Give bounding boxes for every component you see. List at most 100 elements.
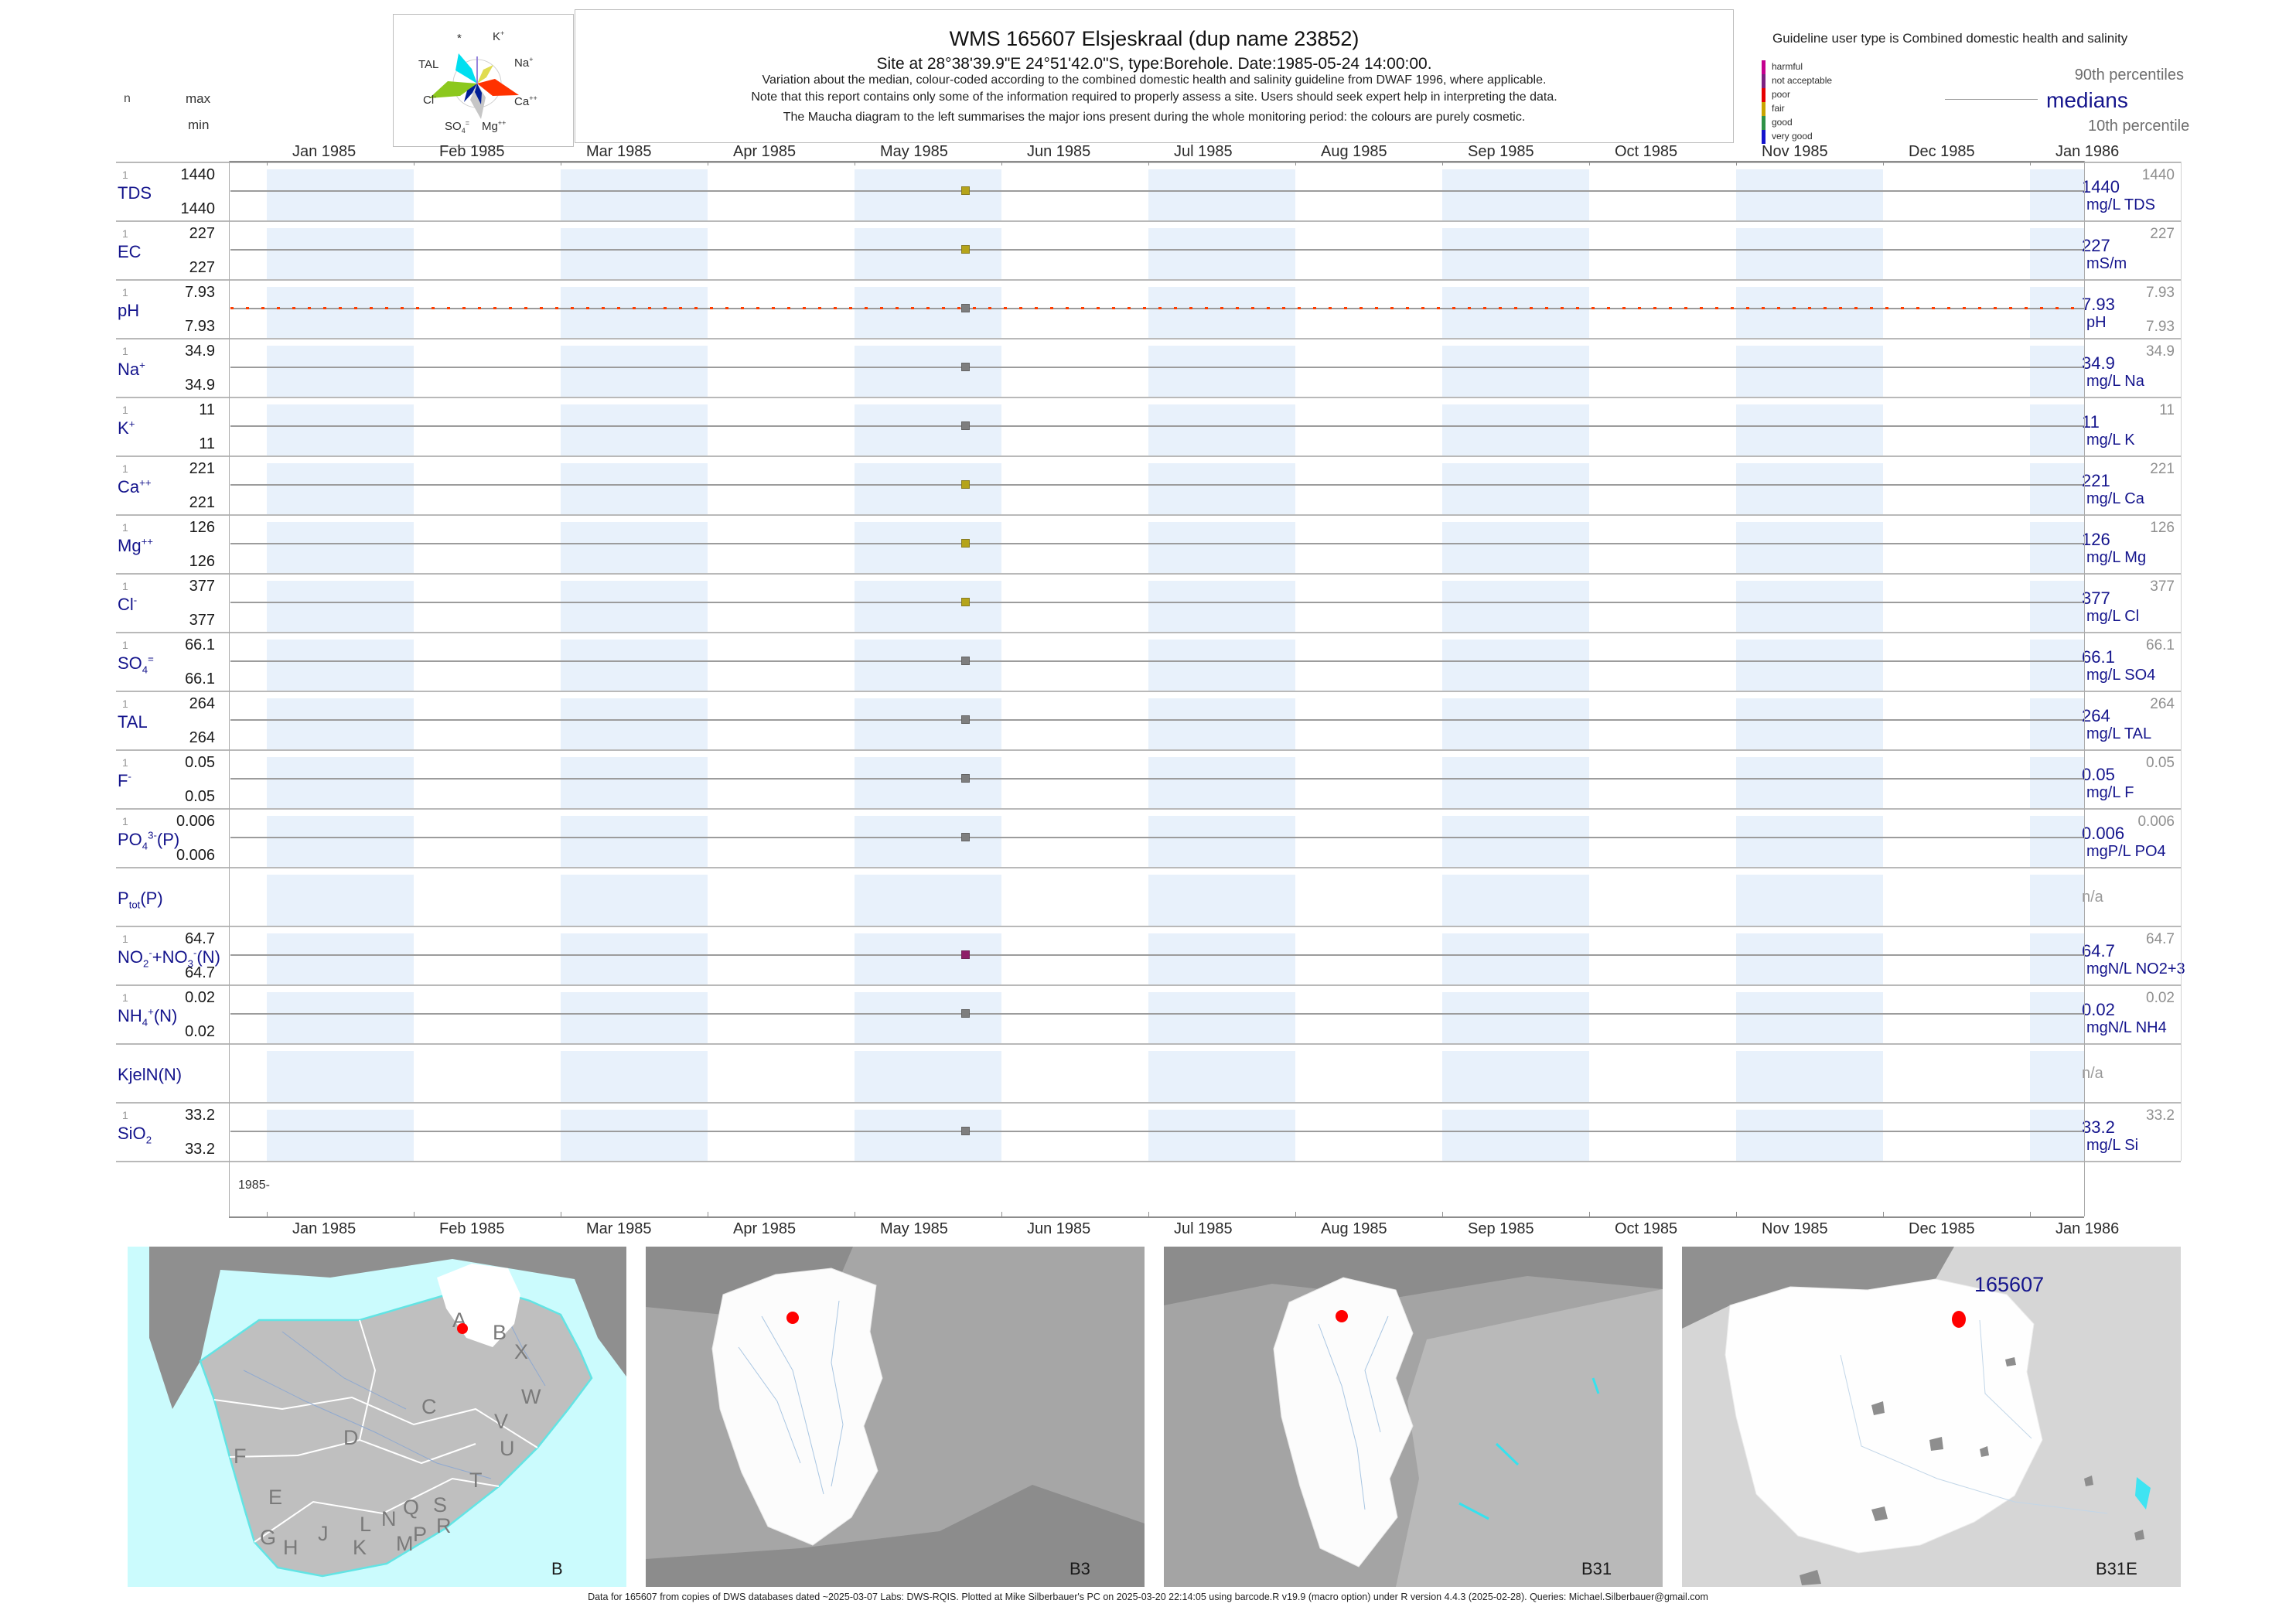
row-ec-unit: mS/m [2086, 255, 2127, 272]
month-band [1736, 875, 1883, 926]
row-separator [116, 220, 2181, 222]
month-band [561, 346, 708, 397]
row-so4-max: 66.1 [185, 636, 215, 653]
month-band [561, 992, 708, 1043]
row-nh4n-max: 0.02 [185, 989, 215, 1006]
row-cl-n: 1 [122, 580, 128, 592]
guideline-swatch-not-acceptable [1762, 74, 1765, 88]
month-tick-top [267, 161, 268, 165]
month-band [1148, 169, 1295, 220]
month-band [1148, 1051, 1295, 1102]
row-po43p-label: PO43-(P) [118, 829, 180, 852]
region-letter-D: D [343, 1426, 359, 1449]
region-letter-S: S [433, 1493, 447, 1517]
row-ca-max: 221 [189, 460, 215, 477]
month-tick-top [1295, 161, 1296, 165]
region-letter-T: T [469, 1469, 483, 1492]
title-box: WMS 165607 Elsjeskraal (dup name 23852) … [575, 9, 1734, 143]
row-cl-median-line [230, 602, 2084, 603]
month-band [1148, 992, 1295, 1043]
region-letter-P: P [413, 1523, 427, 1546]
month-band [561, 1110, 708, 1161]
row-so4-unit: mg/L SO4 [2086, 667, 2156, 684]
maucha-wedge-ca [477, 79, 519, 96]
row-po43p-p90: 0.006 [2137, 814, 2175, 830]
row-no2no3n-max: 64.7 [185, 930, 215, 947]
month-band [1442, 522, 1589, 573]
month-band [1736, 169, 1883, 220]
month-tick-top [2030, 161, 2031, 165]
month-band [1736, 463, 1883, 514]
row-cl-max: 377 [189, 578, 215, 595]
row-na-p90: 34.9 [2146, 343, 2175, 360]
row-separator [116, 749, 2181, 751]
row-ec-median-line [230, 249, 2084, 251]
row-separator [116, 867, 2181, 868]
month-band [1736, 228, 1883, 279]
region-letter-C: C [421, 1395, 437, 1418]
month-band [561, 287, 708, 338]
guideline-label-very-good: very good [1772, 131, 1813, 142]
row-ca-median-value: 221 [2082, 471, 2110, 490]
month-label-top: Dec 1985 [1909, 143, 1975, 160]
month-band [561, 875, 708, 926]
row-ph-label: pH [118, 301, 140, 320]
month-band [561, 169, 708, 220]
month-band [267, 698, 414, 749]
row-sio2-min: 33.2 [185, 1141, 215, 1158]
month-label-bottom: Apr 1985 [733, 1220, 797, 1237]
row-k-data-point [961, 421, 970, 430]
region-letter-J: J [318, 1522, 329, 1545]
month-band [855, 228, 1001, 279]
row-no2no3n-unit: mgN/L NO2+3 [2086, 960, 2185, 977]
row-no2no3n-median-line [230, 954, 2084, 956]
row-cl-p90: 377 [2150, 578, 2175, 595]
month-band [2030, 463, 2084, 514]
month-band [561, 757, 708, 808]
region-letter-N: N [381, 1507, 397, 1530]
row-separator [116, 632, 2181, 633]
row-ph-p10: 7.93 [2146, 319, 2175, 335]
month-band [1148, 1110, 1295, 1161]
month-tick-top [1442, 161, 1443, 165]
month-band [561, 463, 708, 514]
row-na-median-line [230, 367, 2084, 368]
month-band [267, 933, 414, 984]
month-tick-bottom [267, 1212, 268, 1216]
row-separator [116, 926, 2181, 927]
region-letter-E: E [268, 1486, 282, 1509]
maucha-label-tal: TAL [418, 58, 439, 71]
maucha-wedge-so4b [475, 84, 482, 104]
row-sio2-max: 33.2 [185, 1107, 215, 1124]
row-po43p-median-line [230, 837, 2084, 838]
note-line-1: Variation about the median, colour-coded… [762, 73, 1547, 87]
map-b31-svg [1164, 1247, 1663, 1587]
plot-border-top [229, 161, 2084, 162]
row-mg-label: Mg++ [118, 535, 153, 555]
month-label-top: Sep 1985 [1468, 143, 1534, 160]
month-band [1148, 228, 1295, 279]
row-separator [116, 1161, 2181, 1162]
month-band [855, 346, 1001, 397]
row-ca-median-line [230, 484, 2084, 486]
site-subtitle: Site at 28°38'39.9"E 24°51'42.0"S, type:… [876, 55, 1432, 73]
month-band [855, 581, 1001, 632]
site-dot-b3 [786, 1312, 799, 1324]
row-nh4n-p90: 0.02 [2146, 990, 2175, 1006]
row-so4-p90: 66.1 [2146, 637, 2175, 653]
maucha-wedge-tal [455, 53, 477, 84]
row-nh4n-median-line [230, 1013, 2084, 1015]
month-tick-bottom [1148, 1212, 1149, 1216]
maucha-wedge-cl [429, 81, 477, 98]
month-band [267, 757, 414, 808]
region-letter-U: U [500, 1437, 515, 1460]
row-mg-median-value: 126 [2082, 530, 2110, 549]
report-title: WMS 165607 Elsjeskraal (dup name 23852) [949, 27, 1360, 50]
row-na-unit: mg/L Na [2086, 373, 2144, 390]
month-band [267, 463, 414, 514]
month-band [1736, 757, 1883, 808]
month-band [1148, 757, 1295, 808]
row-tds-label: TDS [118, 183, 152, 203]
